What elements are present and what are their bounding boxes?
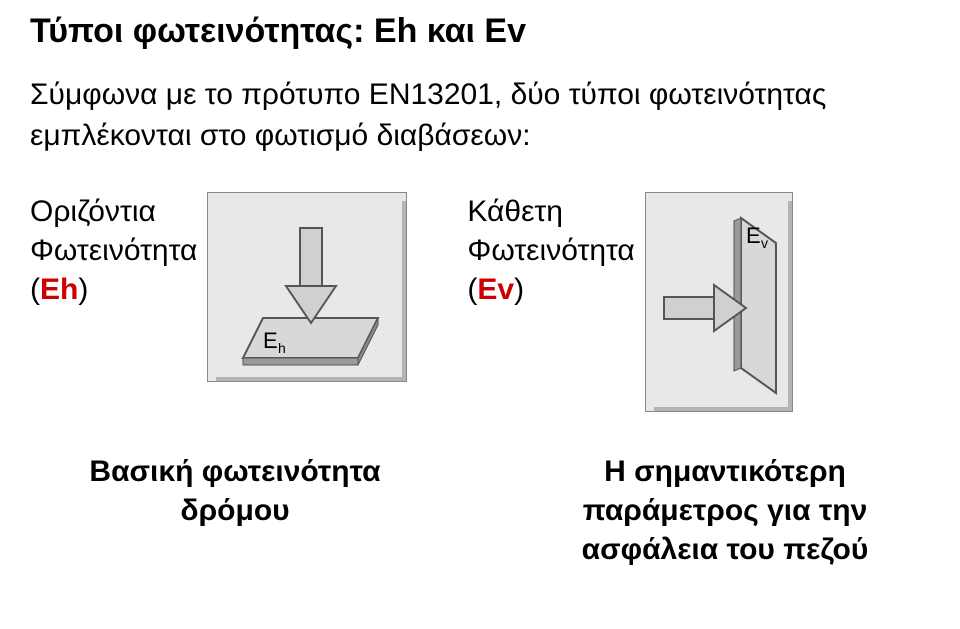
bottom-right-caption: Η σημαντικότερη παράμετρος για την ασφάλ…: [535, 452, 915, 569]
illuminance-types-row: Οριζόντια Φωτεινότητα (Eh) E h: [30, 192, 930, 412]
svg-text:E: E: [263, 328, 278, 353]
eh-figure: E h: [207, 192, 407, 382]
svg-text:E: E: [746, 223, 761, 248]
eh-label: Οριζόντια Φωτεινότητα (Eh): [30, 192, 197, 309]
ev-line2: Φωτεινότητα: [467, 231, 634, 270]
eh-column: Οριζόντια Φωτεινότητα (Eh) E h: [30, 192, 407, 412]
eh-close-paren: ): [78, 273, 88, 306]
ev-close-paren: ): [514, 273, 524, 306]
eh-open-paren: (: [30, 273, 40, 306]
ev-figure: E v: [645, 192, 793, 412]
ev-open-paren: (: [467, 273, 477, 306]
intro-text: Σύμφωνα με το πρότυπο EN13201, δύο τύποι…: [30, 75, 930, 156]
ev-code-line: (Ev): [467, 270, 634, 309]
ev-diagram-icon: E v: [646, 193, 794, 413]
eh-code: Eh: [40, 273, 78, 306]
ev-column: Κάθετη Φωτεινότητα (Ev) E v: [467, 192, 792, 412]
bottom-left-caption: Βασική φωτεινότητα δρόμου: [45, 452, 425, 569]
ev-line1: Κάθετη: [467, 192, 634, 231]
page-title: Τύποι φωτεινότητας: Eh και Ev: [30, 12, 930, 51]
eh-line2: Φωτεινότητα: [30, 231, 197, 270]
eh-diagram-icon: E h: [208, 193, 408, 383]
ev-code: Ev: [477, 273, 514, 306]
svg-text:h: h: [278, 340, 286, 356]
svg-text:v: v: [761, 235, 768, 251]
ev-label: Κάθετη Φωτεινότητα (Ev): [467, 192, 634, 309]
eh-code-line: (Eh): [30, 270, 197, 309]
bottom-captions-row: Βασική φωτεινότητα δρόμου Η σημαντικότερ…: [30, 452, 930, 569]
eh-line1: Οριζόντια: [30, 192, 197, 231]
